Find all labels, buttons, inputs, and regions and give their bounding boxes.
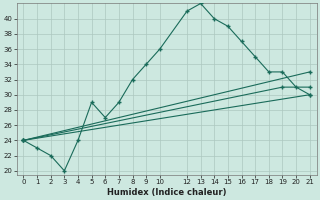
X-axis label: Humidex (Indice chaleur): Humidex (Indice chaleur) <box>107 188 226 197</box>
